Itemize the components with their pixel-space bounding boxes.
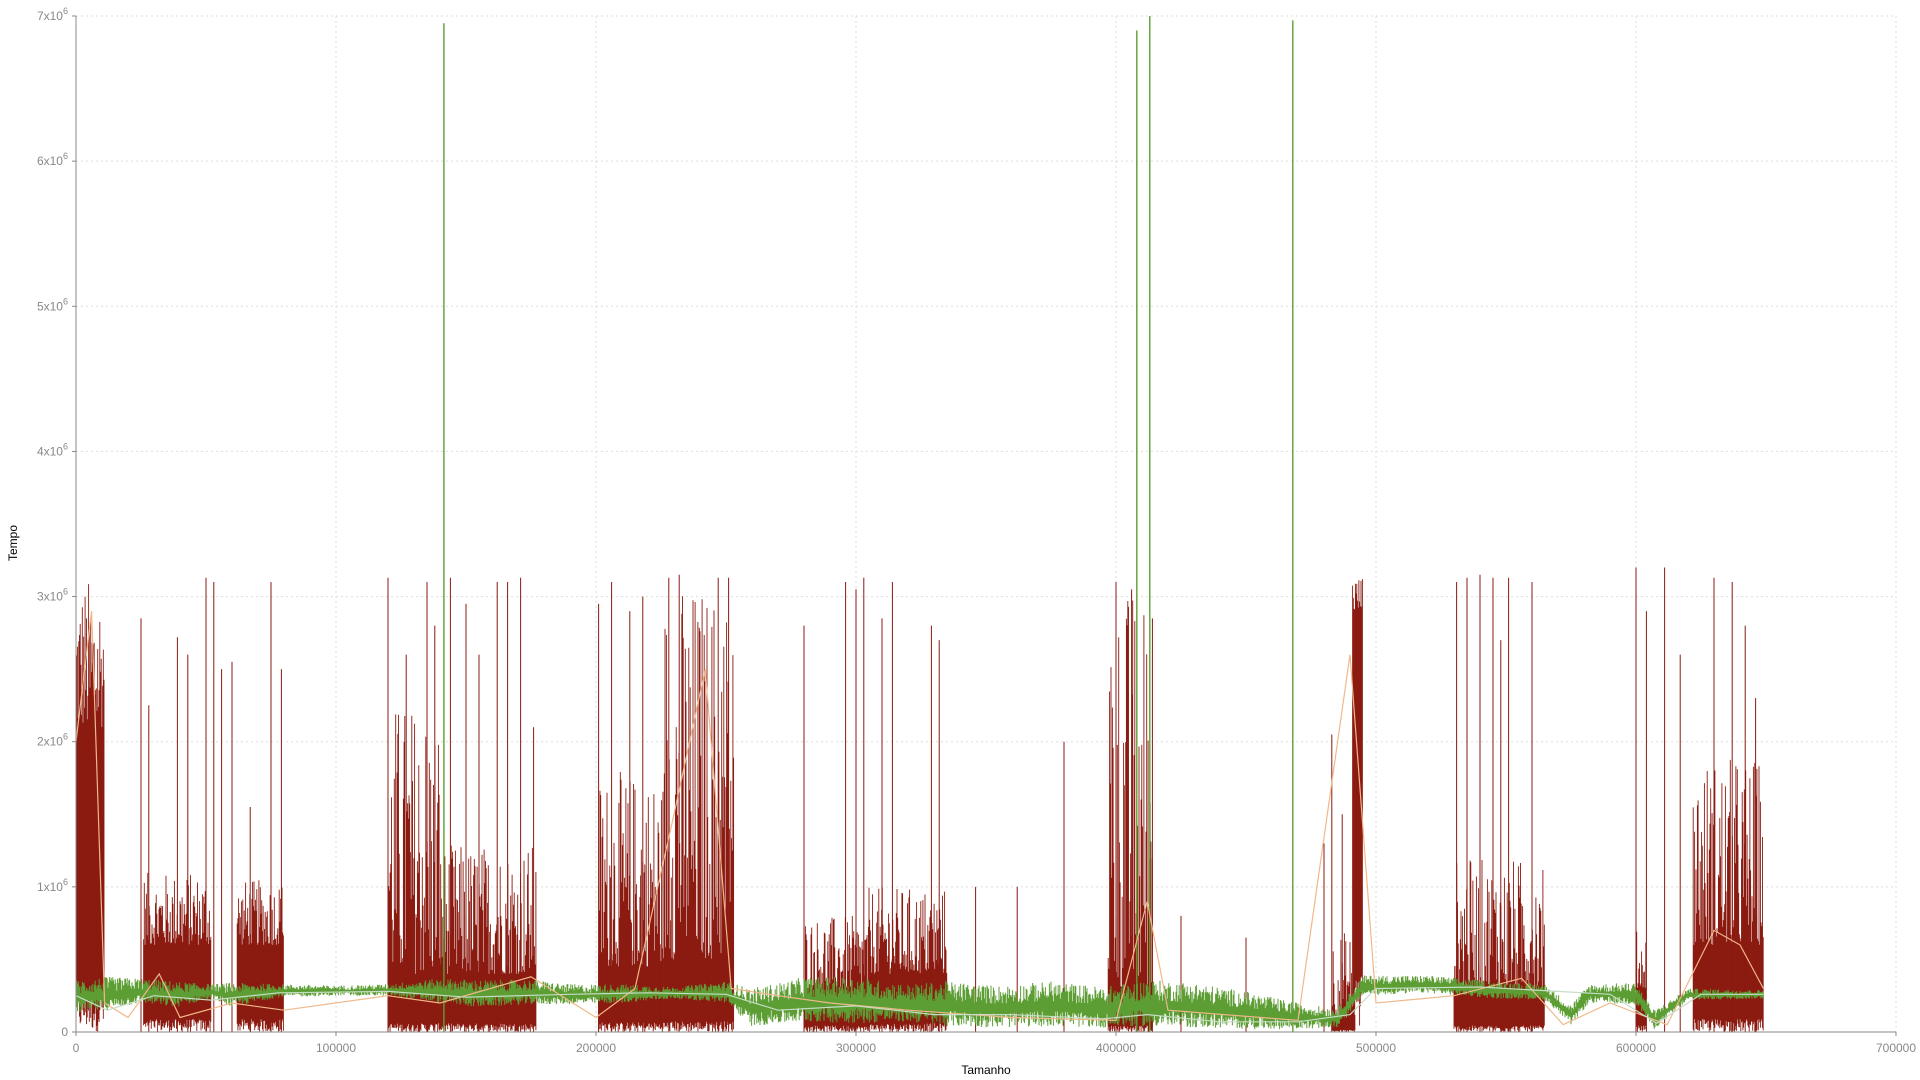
series-0 <box>75 567 1764 1032</box>
series-1 <box>75 16 1764 1032</box>
x-tick-label: 700000 <box>1876 1041 1916 1055</box>
x-tick-label: 300000 <box>836 1041 876 1055</box>
y-tick-label: 3x106 <box>37 587 68 604</box>
x-tick-label: 600000 <box>1616 1041 1656 1055</box>
x-tick-label: 400000 <box>1096 1041 1136 1055</box>
series-0-block-12 <box>1453 860 1545 1032</box>
y-tick-label: 7x106 <box>37 6 68 23</box>
tick-labels: 0 100000 200000 300000 400000 500000 600000 700… <box>37 6 1916 1055</box>
x-tick-label: 500000 <box>1356 1041 1396 1055</box>
series-2-line <box>75 611 1764 1026</box>
y-tick-label: 6x106 <box>37 151 68 168</box>
series-0-block-13 <box>1635 931 1647 1032</box>
plot-area <box>75 16 1764 1032</box>
y-axis-title: Tempo <box>6 525 20 561</box>
x-axis-title: Tamanho <box>961 1063 1011 1077</box>
y-tick-label: 5x106 <box>37 296 68 313</box>
series-0-block-11 <box>1352 579 1363 1026</box>
x-tick-label: 200000 <box>576 1041 616 1055</box>
x-tick-label: 0 <box>73 1041 80 1055</box>
y-tick-label: 1x106 <box>37 877 68 894</box>
grid <box>76 15 1897 1032</box>
axes <box>75 16 1896 1033</box>
series-3-line <box>75 986 1764 1025</box>
y-tick-label: 0 <box>61 1025 68 1039</box>
series-0-block-0 <box>75 584 105 1032</box>
x-tick-label: 100000 <box>316 1041 356 1055</box>
y-tick-label: 4x106 <box>37 441 68 458</box>
y-tick-label: 2x106 <box>37 732 68 749</box>
